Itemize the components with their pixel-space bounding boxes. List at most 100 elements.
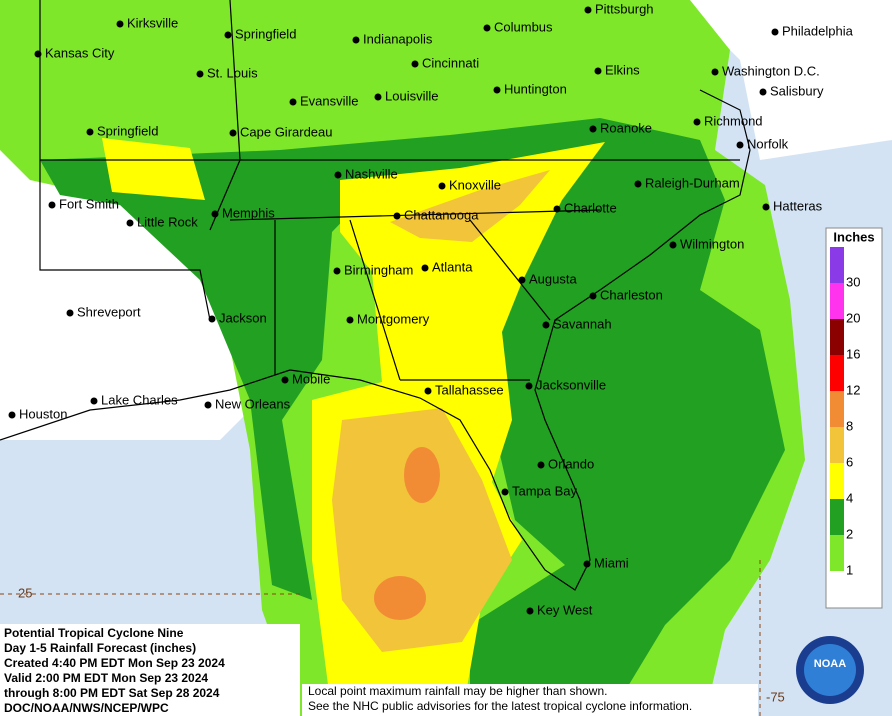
legend-swatch bbox=[830, 283, 844, 319]
city-label: Augusta bbox=[529, 271, 577, 286]
city-dot bbox=[424, 387, 432, 395]
city-dot bbox=[346, 316, 354, 324]
coastline bbox=[289, 89, 751, 591]
city-dot bbox=[589, 125, 597, 133]
city-dot bbox=[634, 180, 642, 188]
city-label: Columbus bbox=[494, 19, 553, 34]
city-label: Norfolk bbox=[747, 136, 789, 151]
city-label: Huntington bbox=[504, 81, 567, 96]
city-dot bbox=[211, 210, 219, 218]
city-label: Philadelphia bbox=[782, 23, 854, 38]
state-line bbox=[209, 0, 241, 231]
city-dot bbox=[66, 309, 74, 317]
legend-level: 6 bbox=[846, 454, 853, 469]
legend-level: 2 bbox=[846, 526, 853, 541]
rain-4in bbox=[102, 138, 205, 200]
city-label: Cincinnati bbox=[422, 55, 479, 70]
city-label: Springfield bbox=[97, 123, 158, 138]
city-label: Chattanooga bbox=[404, 207, 479, 222]
city-dot bbox=[589, 292, 597, 300]
state-line bbox=[349, 219, 401, 381]
city-dot bbox=[525, 382, 533, 390]
city-dot bbox=[542, 321, 550, 329]
city-dot bbox=[196, 70, 204, 78]
city-dot bbox=[669, 241, 677, 249]
city-dot bbox=[126, 219, 134, 227]
city-dot bbox=[224, 31, 232, 39]
legend-swatch bbox=[830, 355, 844, 391]
city-label: Hatteras bbox=[773, 198, 823, 213]
city-dot bbox=[736, 141, 744, 149]
city-label: Wilmington bbox=[680, 236, 744, 251]
legend-level: 8 bbox=[846, 418, 853, 433]
city-label: Little Rock bbox=[137, 214, 198, 229]
info-line: through 8:00 PM EDT Sat Sep 28 2024 bbox=[4, 686, 220, 700]
city-dot bbox=[48, 201, 56, 209]
city-dot bbox=[229, 129, 237, 137]
city-dot bbox=[411, 60, 419, 68]
city-label: Memphis bbox=[222, 205, 275, 220]
city-dot bbox=[204, 401, 212, 409]
city-label: Salisbury bbox=[770, 83, 824, 98]
city-label: Pittsburgh bbox=[595, 1, 654, 16]
legend-title: Inches bbox=[833, 229, 874, 244]
city-label: Richmond bbox=[704, 113, 763, 128]
city-dot bbox=[116, 20, 124, 28]
state-line bbox=[229, 209, 601, 221]
city-dot bbox=[553, 205, 561, 213]
legend-swatch bbox=[830, 247, 844, 283]
city-dot bbox=[759, 88, 767, 96]
city-label: Mobile bbox=[292, 371, 330, 386]
city-label: Tampa Bay bbox=[512, 483, 578, 498]
city-dot bbox=[583, 560, 591, 568]
city-label: Charleston bbox=[600, 287, 663, 302]
city-dot bbox=[393, 212, 401, 220]
city-label: Knoxville bbox=[449, 177, 501, 192]
city-label: New Orleans bbox=[215, 396, 291, 411]
city-label: Cape Girardeau bbox=[240, 124, 333, 139]
city-dot bbox=[374, 93, 382, 101]
info-line: Valid 2:00 PM EDT Mon Sep 23 2024 bbox=[4, 671, 208, 685]
legend-swatch bbox=[830, 535, 844, 571]
city-label: Fort Smith bbox=[59, 196, 119, 211]
city-label: Washington D.C. bbox=[722, 63, 820, 78]
city-label: Charlotte bbox=[564, 200, 617, 215]
coastline bbox=[0, 369, 291, 441]
info-line: Created 4:40 PM EDT Mon Sep 23 2024 bbox=[4, 656, 225, 670]
city-dot bbox=[501, 488, 509, 496]
footnote: Local point maximum rainfall may be high… bbox=[308, 684, 607, 698]
city-label: Lake Charles bbox=[101, 392, 178, 407]
city-label: Kansas City bbox=[45, 45, 115, 60]
state-line bbox=[469, 219, 551, 321]
footnote: See the NHC public advisories for the la… bbox=[308, 699, 692, 713]
city-label: Jackson bbox=[219, 310, 267, 325]
city-label: Houston bbox=[19, 406, 67, 421]
legend-swatch bbox=[830, 427, 844, 463]
info-line: Potential Tropical Cyclone Nine bbox=[4, 626, 184, 640]
city-label: Elkins bbox=[605, 62, 640, 77]
legend-level: 20 bbox=[846, 310, 860, 325]
city-dot bbox=[86, 128, 94, 136]
city-dot bbox=[537, 461, 545, 469]
city-label: Shreveport bbox=[77, 304, 141, 319]
legend-swatch bbox=[830, 571, 844, 607]
legend-swatch bbox=[830, 319, 844, 355]
noaa-logo-inner bbox=[804, 644, 856, 696]
footnote-box bbox=[302, 684, 758, 716]
city-label: Tallahassee bbox=[435, 382, 504, 397]
noaa-logo-text: NOAA bbox=[814, 658, 846, 670]
land bbox=[680, 0, 892, 160]
city-dot bbox=[8, 411, 16, 419]
city-label: Louisville bbox=[385, 88, 438, 103]
city-dot bbox=[493, 86, 501, 94]
city-label: St. Louis bbox=[207, 65, 258, 80]
city-dot bbox=[526, 607, 534, 615]
legend-level: 16 bbox=[846, 346, 860, 361]
city-label: Atlanta bbox=[432, 259, 473, 274]
city-dot bbox=[352, 36, 360, 44]
city-dot bbox=[438, 182, 446, 190]
city-label: Nashville bbox=[345, 166, 398, 181]
city-dot bbox=[333, 267, 341, 275]
